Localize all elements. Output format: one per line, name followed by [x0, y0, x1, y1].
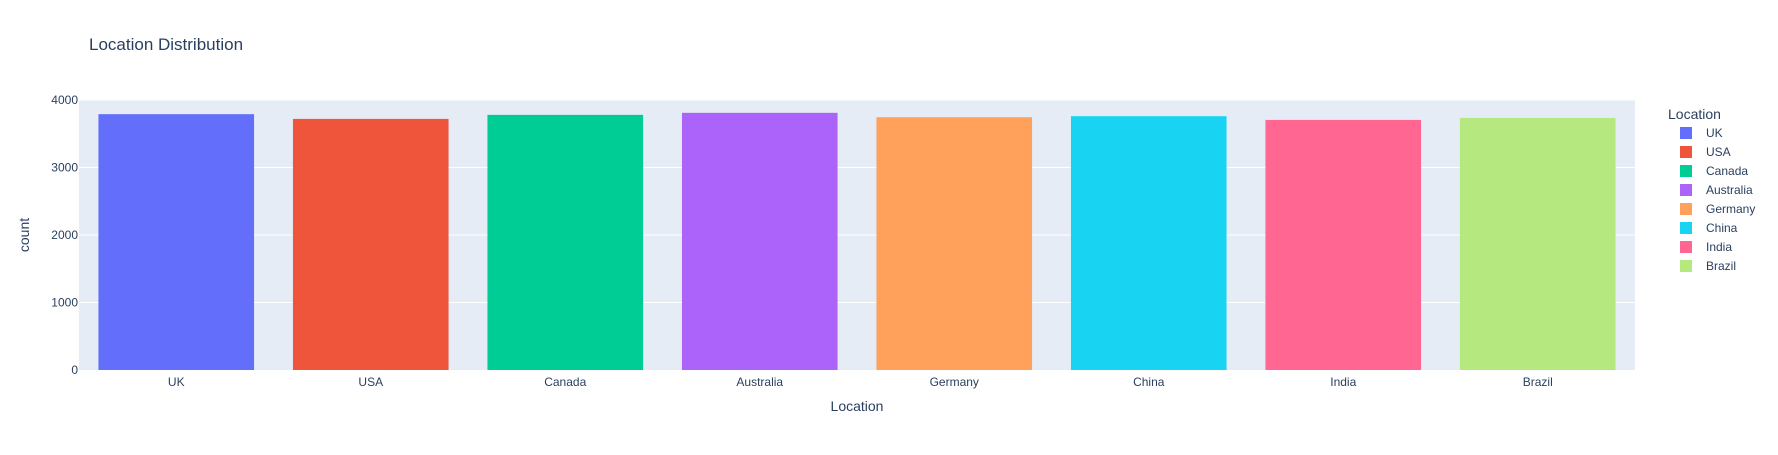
y-tick-label: 2000 — [51, 228, 78, 242]
legend-swatch — [1680, 222, 1692, 234]
x-tick-label: Germany — [930, 375, 979, 389]
chart-title: Location Distribution — [89, 35, 243, 54]
bar-canada[interactable] — [487, 114, 644, 370]
bar-china[interactable] — [1070, 116, 1227, 370]
legend-item-usa[interactable]: USA — [1680, 145, 1731, 159]
legend-item-uk[interactable]: UK — [1680, 126, 1723, 140]
x-tick-label: India — [1330, 375, 1356, 389]
x-tick-label: China — [1133, 375, 1165, 389]
legend-label: India — [1706, 240, 1732, 254]
bar-brazil[interactable] — [1459, 117, 1616, 370]
legend-swatch — [1680, 146, 1692, 158]
y-tick-label: 4000 — [51, 93, 78, 107]
legend-item-australia[interactable]: Australia — [1680, 183, 1753, 197]
legend-swatch — [1680, 184, 1692, 196]
legend-swatch — [1680, 260, 1692, 272]
legend-swatch — [1680, 241, 1692, 253]
x-axis-title: Location — [831, 398, 884, 414]
legend-label: USA — [1706, 145, 1731, 159]
legend-item-brazil[interactable]: Brazil — [1680, 259, 1736, 273]
legend-swatch — [1680, 203, 1692, 215]
x-tick-label: USA — [358, 375, 383, 389]
legend-label: Canada — [1706, 164, 1748, 178]
y-tick-label: 0 — [71, 363, 78, 377]
legend-title: Location — [1668, 106, 1721, 122]
legend-item-india[interactable]: India — [1680, 240, 1732, 254]
y-axis-ticks: 0 1000 2000 3000 4000 — [51, 93, 78, 377]
legend-swatch — [1680, 165, 1692, 177]
x-tick-label: UK — [168, 375, 185, 389]
bar-india[interactable] — [1265, 119, 1422, 370]
legend-items: UK USA Canada Australia Germany China India Bra… — [1680, 126, 1755, 273]
bar-usa[interactable] — [292, 118, 449, 371]
legend-label: Brazil — [1706, 259, 1736, 273]
bar-germany[interactable] — [876, 117, 1033, 371]
y-axis-title: count — [16, 218, 32, 252]
x-tick-label: Canada — [544, 375, 586, 389]
y-tick-label: 3000 — [51, 161, 78, 175]
y-tick-label: 1000 — [51, 296, 78, 310]
x-axis-ticks: UK USA Canada Australia Germany China India Bra… — [168, 375, 1553, 389]
bars — [98, 112, 1616, 371]
legend: Location UK USA Canada Australia Germany Chin… — [1668, 106, 1755, 273]
legend-label: Germany — [1706, 202, 1755, 216]
legend-label: Australia — [1706, 183, 1753, 197]
x-tick-label: Brazil — [1523, 375, 1553, 389]
legend-item-china[interactable]: China — [1680, 221, 1738, 235]
x-tick-label: Australia — [736, 375, 783, 389]
legend-label: UK — [1706, 126, 1723, 140]
bar-australia[interactable] — [681, 112, 838, 370]
legend-item-germany[interactable]: Germany — [1680, 202, 1755, 216]
bar-uk[interactable] — [98, 114, 255, 370]
legend-swatch — [1680, 127, 1692, 139]
legend-item-canada[interactable]: Canada — [1680, 164, 1748, 178]
legend-label: China — [1706, 221, 1738, 235]
